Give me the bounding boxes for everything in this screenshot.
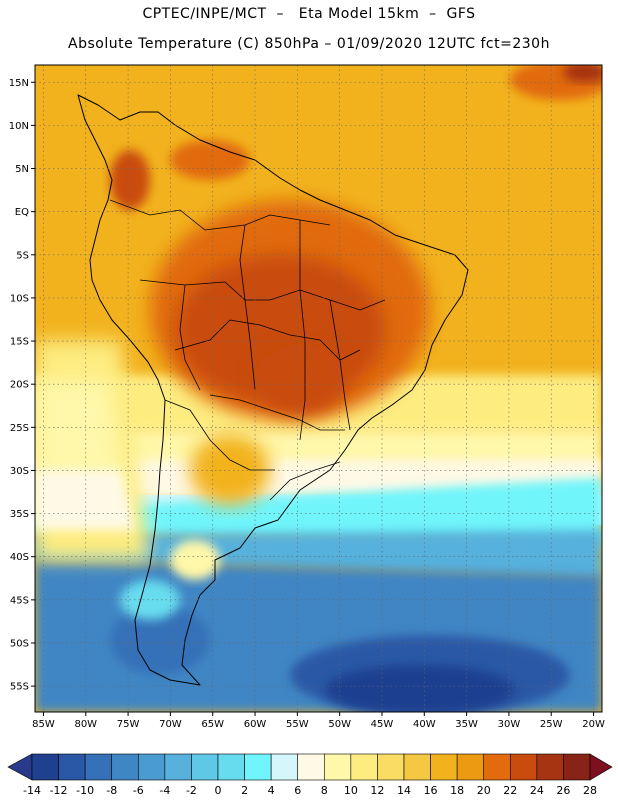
- colorbar-swatch: [191, 753, 219, 781]
- colorbar-label: 0: [215, 784, 222, 797]
- colorbar-swatch: [111, 753, 139, 781]
- title-line-1: CPTEC/INPE/MCT – Eta Model 15km – GFS: [142, 6, 476, 22]
- colorbar-label: 16: [424, 784, 438, 797]
- longitude-labels: 85W 80W 75W 70W 65W 60W 55W 50W 45W 40W 35W 30W 25W 2…: [32, 712, 605, 730]
- colorbar-label: 28: [583, 784, 597, 797]
- colorbar-label: 24: [530, 784, 544, 797]
- lon-tick-label: 65W: [201, 719, 224, 730]
- colorbar-swatch: [84, 753, 113, 781]
- colorbar-swatch: [297, 753, 325, 781]
- colorbar-label: 4: [268, 784, 275, 797]
- colorbar-label: 22: [503, 784, 517, 797]
- colorbar-swatch: [31, 753, 59, 781]
- lat-tick-label: 45S: [10, 595, 29, 606]
- lon-tick-label: 55W: [286, 719, 309, 730]
- colorbar-swatch: [403, 753, 431, 781]
- colorbar-swatch: [456, 753, 485, 781]
- colorbar-swatch: [244, 753, 272, 781]
- lon-tick-label: 60W: [244, 719, 267, 730]
- lon-tick-label: 20W: [582, 719, 605, 730]
- lat-tick-label: 55S: [10, 682, 29, 693]
- lat-tick-label: 15N: [9, 78, 29, 89]
- lon-tick-label: 30W: [498, 719, 521, 730]
- colorbar-swatch: [323, 753, 352, 781]
- lat-tick-label: 5S: [16, 250, 29, 261]
- colorbar-label: -6: [133, 784, 144, 797]
- colorbar-label: 6: [294, 784, 301, 797]
- colorbar-swatch: [350, 753, 378, 781]
- lon-tick-label: 50W: [328, 719, 351, 730]
- lat-tick-label: 35S: [10, 509, 29, 520]
- colorbar-swatch: [137, 753, 166, 781]
- colorbar-over-arrow: [589, 753, 613, 781]
- lon-tick-label: 40W: [413, 719, 436, 730]
- colorbar-swatch: [164, 753, 192, 781]
- colorbar-label: 14: [397, 784, 411, 797]
- latitude-labels: 15N 10N 5N EQ 5S 10S 15S 20S 25S 30S 35S 40S 45S 50S 5…: [9, 78, 35, 693]
- lat-tick-label: 15S: [10, 337, 29, 348]
- lon-tick-label: 75W: [117, 719, 140, 730]
- colorbar-label: -4: [159, 784, 170, 797]
- coastline: [77, 94, 469, 686]
- lat-tick-label: 30S: [10, 466, 29, 477]
- colorbar-swatch: [509, 753, 538, 781]
- colorbar-label: -2: [186, 784, 197, 797]
- map-frame: [34, 64, 603, 713]
- colorbar-label: 8: [321, 784, 328, 797]
- colorbar-label: 26: [556, 784, 570, 797]
- colorbar-swatch: [430, 753, 458, 781]
- colorbar-label: -12: [50, 784, 68, 797]
- colorbar-swatch: [270, 753, 299, 781]
- lon-tick-label: 25W: [540, 719, 563, 730]
- lat-tick-label: EQ: [15, 207, 29, 218]
- colorbar-label: -14: [23, 784, 41, 797]
- lon-tick-label: 45W: [371, 719, 394, 730]
- temperature-field: [35, 65, 602, 712]
- colorbar-label: 20: [477, 784, 491, 797]
- lon-tick-label: 85W: [32, 719, 55, 730]
- lon-tick-label: 35W: [455, 719, 478, 730]
- lon-tick-label: 80W: [74, 719, 97, 730]
- colorbar-swatch: [536, 753, 564, 781]
- colorbar-label: 2: [241, 784, 248, 797]
- colorbar-label: 12: [370, 784, 384, 797]
- lat-tick-label: 10N: [9, 121, 29, 132]
- colorbar-swatch: [58, 753, 86, 781]
- colorbar-label: 10: [344, 784, 358, 797]
- lat-tick-label: 40S: [10, 552, 29, 563]
- lon-tick-label: 70W: [159, 719, 182, 730]
- colorbar-under-arrow: [7, 753, 33, 781]
- colorbar-label: -10: [76, 784, 94, 797]
- lat-tick-label: 5N: [15, 164, 29, 175]
- colorbar-swatch: [563, 753, 591, 781]
- lat-tick-label: 50S: [10, 638, 29, 649]
- colorbar-label: 18: [450, 784, 464, 797]
- lat-tick-label: 20S: [10, 380, 29, 391]
- lat-tick-label: 25S: [10, 423, 29, 434]
- colorbar-swatch: [377, 753, 405, 781]
- colorbar-label: -8: [106, 784, 117, 797]
- graticule: [35, 65, 602, 712]
- political-borders: [109, 199, 386, 501]
- colorbar-swatch: [483, 753, 511, 781]
- lat-tick-label: 10S: [10, 293, 29, 304]
- colorbar-swatch: [217, 753, 245, 781]
- title-line-2: Absolute Temperature (C) 850hPa – 01/09/…: [68, 36, 550, 52]
